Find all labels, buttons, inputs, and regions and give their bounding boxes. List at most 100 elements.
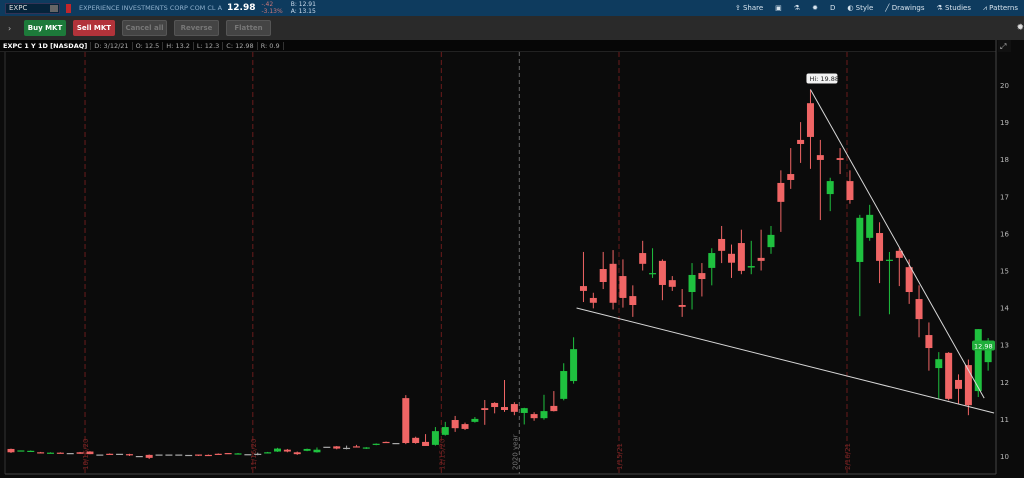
candle-body [323,446,331,448]
style-label: Style [855,4,874,12]
candle-body [145,454,153,458]
flask-icon: ⚗ [936,4,945,12]
candle-body [964,365,972,406]
expand-chevron-icon[interactable]: › [8,23,12,33]
chart-title: EXPC 1 Y 1D [NASDAQ] [0,41,92,50]
settings-gear-icon[interactable]: ✹ [1016,23,1024,33]
candle-body [737,243,745,271]
candle-body [481,408,489,410]
bid-ask: B: 12.91 A: 13.15 [291,1,316,16]
candle-body [678,305,686,307]
symbol-input[interactable]: EXPC [5,2,60,14]
candle-body [589,297,597,303]
date-marker-label: 1/15/21 [616,443,624,470]
style-button[interactable]: ◐ Style [847,4,873,12]
patterns-button[interactable]: ⩘ Patterns [983,4,1018,13]
candle-body [441,427,449,435]
candle-body [688,274,696,293]
price-change: -.42 -3.13% [261,1,282,16]
flag-icon[interactable] [66,3,71,13]
zoom-icon[interactable]: ⤢ [999,42,1006,51]
chart-background [0,52,1024,478]
price-tick-label: 17 [1000,193,1009,201]
candle-body [185,454,193,457]
candle-body [935,359,943,369]
candle-body [984,345,992,363]
candle-body [856,217,864,262]
candle-body [728,253,736,263]
candle-body [254,453,262,455]
candle-body [451,420,459,429]
candle-body [955,379,963,389]
candle-body [392,443,400,445]
style-icon: ◐ [847,4,856,12]
candle-body [204,454,212,457]
candle-body [37,452,45,454]
candle-body [461,424,469,429]
cancel-all-button[interactable]: Cancel all [122,20,167,36]
candle-body [333,446,341,449]
candle-body [550,405,558,412]
symbol-dropdown-icon[interactable] [50,4,58,12]
candle-body [777,182,785,202]
candle-body [491,402,499,408]
candle-body [106,453,114,455]
expand-axis-icon[interactable] [998,40,1011,52]
bid: B: 12.91 [290,0,316,8]
candle-body [925,335,933,349]
trade-bar: › Buy MKT Sell MKT Cancel all Reverse Fl… [0,16,1024,40]
ask: A: 13.15 [290,8,316,15]
candle-body [797,139,805,144]
studies-button[interactable]: ⚗ Studies [936,4,970,12]
change-value: -.42 [261,0,274,8]
candle-body [876,233,884,261]
candle-body [668,280,676,287]
candle-body [639,253,647,264]
candle-body [273,448,281,452]
price-tick-label: 13 [1000,342,1009,350]
candle-body [293,452,301,455]
price-tick-label: 12 [1000,379,1009,387]
candle-body [609,263,617,303]
candle-body [96,454,104,456]
hi-label-box [806,73,838,84]
share-button[interactable]: ⇪ Share [735,4,763,12]
candle-body [708,253,716,268]
candle-body [826,181,834,195]
candle-body [135,456,143,458]
candle-body [165,454,173,456]
symbol-bar: EXPC EXPERIENCE INVESTMENTS CORP COM CL … [0,0,1024,16]
year-marker-label: 2020 year [511,434,519,470]
info-high: H: 13.2 [163,41,194,50]
candle-body [767,234,775,248]
candle-body [362,447,370,449]
price-tick-label: 11 [1000,416,1009,424]
chart-toolbar: ⇪ Share ▣ ⚗ ✹ D ◐ Style ╱ Drawings ⚗ Stu… [729,0,1024,16]
sell-market-button[interactable]: Sell MKT [73,20,115,36]
candle-body [125,454,133,456]
price-tick-label: 15 [1000,268,1009,276]
candle-body [579,286,587,291]
candle-body [658,260,666,285]
candle-body [471,418,479,422]
candle-body [343,447,351,450]
buy-market-button[interactable]: Buy MKT [24,20,66,36]
gear-icon[interactable]: ✹ [812,4,818,12]
candle-body [46,452,54,454]
date-marker-label: 2/16/21 [844,443,852,470]
flatten-button[interactable]: Flatten [226,20,271,36]
candle-body [570,349,578,382]
share-label: Share [742,4,764,12]
reverse-button[interactable]: Reverse [174,20,219,36]
trendline [576,307,995,414]
aggregation-button[interactable]: D [829,4,836,12]
candle-body [629,296,637,306]
candle-body [510,404,518,412]
candle-body [17,450,25,452]
date-marker-label: 12/15/20 [438,439,446,470]
flask-icon[interactable]: ⚗ [793,4,801,12]
screenshot-icon[interactable]: ▣ [775,4,782,12]
candle-body [313,449,321,453]
drawings-button[interactable]: ╱ Drawings [885,4,924,12]
